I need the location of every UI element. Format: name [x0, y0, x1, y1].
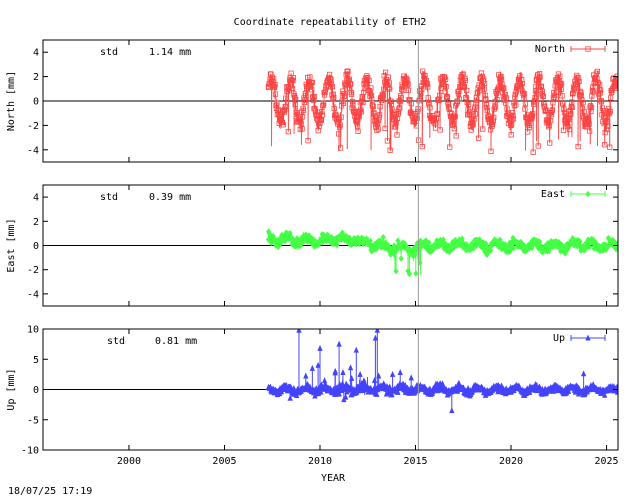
data-point: [585, 46, 591, 52]
y-tick-label: -4: [27, 289, 39, 300]
panels-group: 4 2 0 -2 -4 North [mm] std 1.14 mm North 4 2 0 -2 -4 E…: [6, 39, 619, 468]
std-label: std: [100, 47, 118, 58]
legend-label: East: [541, 189, 565, 200]
y-tick-label: 4: [33, 193, 39, 204]
std-label: std: [100, 192, 118, 203]
series-north: [265, 68, 618, 155]
y-tick-label: 2: [33, 72, 39, 83]
data-point: [444, 93, 450, 100]
data-point: [585, 190, 591, 198]
data-point: [487, 247, 494, 254]
data-point: [483, 102, 490, 108]
y-axis-label: East [mm]: [6, 218, 17, 272]
y-tick-label: 0: [33, 97, 39, 108]
std-value: 1.14 mm: [149, 47, 191, 58]
data-point: [578, 89, 584, 96]
data-point: [334, 241, 340, 249]
std-value: 0.39 mm: [149, 192, 191, 203]
y-tick-label: 0: [33, 241, 39, 252]
data-point: [322, 89, 328, 96]
data-point: [320, 103, 326, 109]
series-east: [265, 228, 618, 278]
y-tick-label: 4: [33, 48, 39, 59]
y-tick-label: -4: [27, 145, 39, 156]
y-tick-label: -2: [27, 121, 39, 132]
chart-title: Coordinate repeatability of ETH2: [234, 17, 427, 28]
y-tick-label: -2: [27, 265, 39, 276]
y-tick-label: 2: [33, 217, 39, 228]
data-point: [409, 110, 415, 117]
legend-label: North: [535, 44, 565, 55]
data-point: [446, 105, 452, 111]
series-up: [265, 329, 618, 414]
y-axis-label: North [mm]: [6, 71, 17, 131]
panel-east: 4 2 0 -2 -4 East [mm] std 0.39 mm East: [6, 184, 619, 307]
data-point: [413, 270, 419, 277]
panel-north: 4 2 0 -2 -4 North [mm] std 1.14 mm North: [6, 39, 619, 163]
data-point: [512, 94, 518, 100]
